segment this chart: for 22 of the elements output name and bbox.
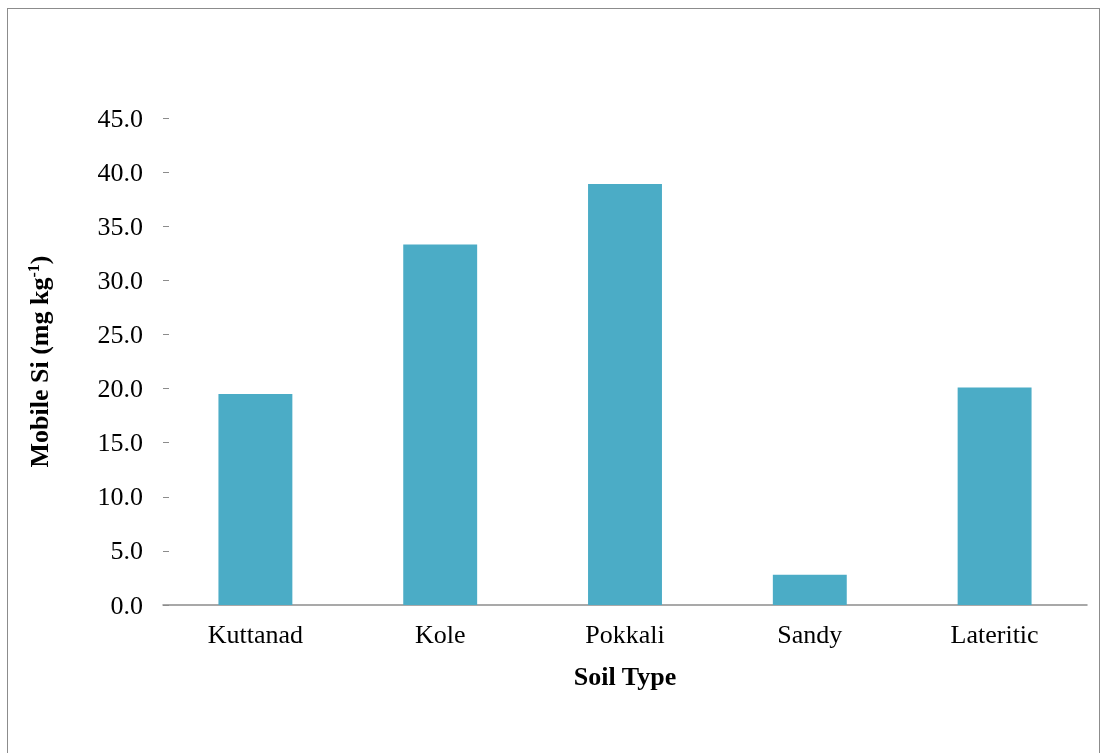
y-tick-label: 45.0	[97, 103, 143, 133]
y-axis-title: Mobile Si (mg kg-1)	[24, 255, 54, 468]
y-tick-label: 30.0	[97, 265, 143, 295]
bar	[218, 393, 293, 605]
y-tick-label: 25.0	[97, 319, 143, 349]
bar	[772, 574, 847, 605]
y-tick-label: 0.0	[110, 590, 143, 620]
x-tick-label: Sandy	[777, 619, 843, 649]
y-tick-label: 5.0	[110, 536, 143, 566]
x-tick-label: Kuttanad	[207, 619, 304, 649]
y-tick-label: 35.0	[97, 211, 143, 241]
y-tick-label: 40.0	[97, 157, 143, 187]
y-tick-label: 20.0	[97, 374, 143, 404]
bar	[403, 244, 478, 605]
x-tick-label: Pokkali	[585, 619, 665, 649]
y-tick-label: 15.0	[97, 428, 143, 458]
x-axis-title: Soil Type	[573, 661, 677, 691]
bar	[588, 184, 662, 605]
x-tick-label: Kole	[414, 619, 466, 649]
bar	[957, 387, 1032, 605]
x-tick-label: Lateritic	[950, 619, 1039, 649]
y-tick-label: 10.0	[97, 482, 143, 512]
